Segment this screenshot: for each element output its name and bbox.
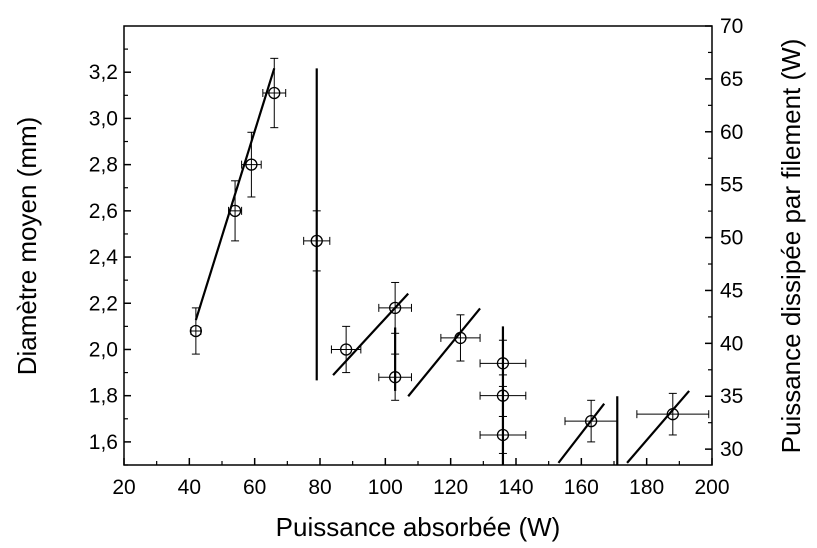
data-point [241, 131, 262, 198]
point-marker [310, 234, 323, 248]
x-axis: 20 40 60 80 100 120 140 160 180 200 [112, 458, 730, 499]
x-tick-label: 120 [433, 476, 468, 499]
y-tick-label: 2,8 [89, 154, 118, 177]
data-point [189, 307, 203, 355]
y-tick-label: 2,0 [89, 338, 118, 361]
y2-tick-label: 45 [720, 279, 743, 302]
y2-tick-label: 40 [720, 332, 743, 355]
data-point [228, 180, 243, 242]
data-point [636, 392, 710, 436]
y-axis-left: 1,6 1,8 2,0 2,2 2,4 2,6 2,8 3,0 3,2 [89, 48, 131, 466]
y-tick-label: 2,4 [89, 246, 119, 269]
data-point [440, 314, 481, 362]
x-tick-label: 60 [243, 476, 266, 499]
data-point [479, 415, 527, 454]
y-tick-label: 2,6 [89, 200, 118, 223]
data-point [564, 399, 618, 443]
point-marker [268, 86, 281, 100]
x-tick-label: 140 [498, 476, 533, 499]
x-tick-label: 40 [178, 476, 201, 499]
dissipated-power-lines [194, 67, 690, 465]
plot-frame [123, 25, 713, 466]
y-tick-label: 1,6 [89, 431, 118, 454]
point-marker [454, 331, 467, 345]
point-marker [584, 414, 598, 428]
x-axis-title: Puissance absorbée (W) [276, 512, 561, 542]
y2-tick-label: 55 [720, 174, 743, 197]
y-tick-label: 1,8 [89, 385, 118, 408]
y2-tick-label: 50 [720, 227, 743, 250]
x-tick-label: 20 [112, 476, 135, 499]
point-marker [496, 428, 510, 442]
y-tick-label: 3,2 [89, 61, 118, 84]
data-point [303, 210, 331, 272]
y2-tick-label: 30 [720, 438, 743, 461]
data-point [479, 374, 527, 417]
y-axis-right: 30 35 40 45 50 55 60 65 70 [705, 15, 743, 461]
data-points [189, 57, 710, 454]
y2-tick-label: 60 [720, 121, 743, 144]
data-point [378, 281, 412, 334]
y-axis-title: Diamètre moyen (mm) [12, 117, 42, 376]
x-tick-label: 160 [564, 476, 599, 499]
dissipated-power-line [626, 390, 690, 464]
dissipated-power-line [332, 292, 410, 376]
point-marker [496, 357, 510, 370]
dissipated-power-line [557, 402, 606, 464]
x-tick-label: 100 [368, 476, 403, 499]
x-tick-label: 200 [694, 476, 729, 499]
y2-tick-label: 65 [720, 68, 743, 91]
point-marker [339, 343, 353, 356]
point-marker [189, 324, 203, 338]
dissipated-power-line [407, 307, 481, 397]
y2-axis-title: Puissance dissipée par filement (W) [776, 39, 806, 454]
x-tick-label: 180 [629, 476, 664, 499]
y2-tick-label: 70 [720, 15, 743, 38]
data-point [330, 325, 362, 374]
data-point [262, 57, 287, 129]
point-marker [666, 408, 679, 421]
point-marker [228, 204, 242, 217]
point-marker [388, 371, 402, 384]
x-tick-label: 80 [308, 476, 331, 499]
data-point [378, 353, 412, 401]
y-tick-label: 3,0 [89, 107, 118, 130]
y2-tick-label: 35 [720, 385, 743, 408]
point-marker [245, 158, 258, 171]
y-tick-label: 2,2 [89, 292, 118, 315]
point-marker [496, 389, 510, 402]
point-marker [388, 301, 402, 315]
